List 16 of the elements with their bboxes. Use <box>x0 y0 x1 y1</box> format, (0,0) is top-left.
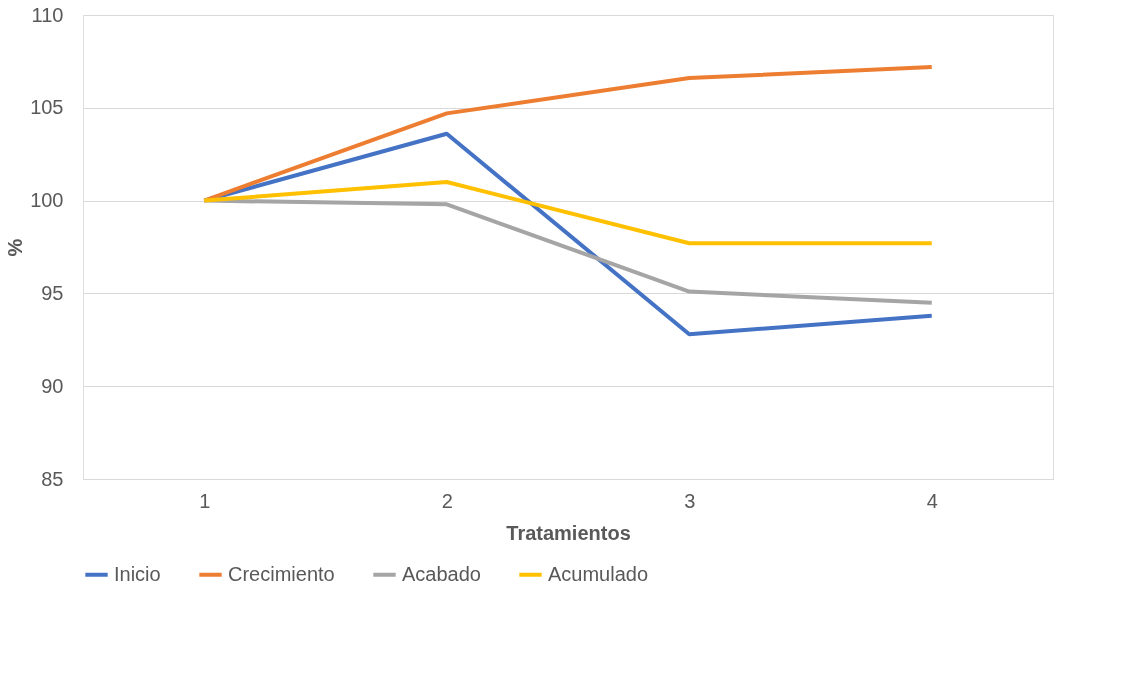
x-axis-title: Tratamientos <box>506 521 631 544</box>
legend-label: Acumulado <box>548 562 649 585</box>
legend-label: Acabado <box>402 562 481 585</box>
y-tick-label: 85 <box>41 467 64 490</box>
y-tick-label: 95 <box>41 281 64 304</box>
y-axis-title: % <box>4 238 27 257</box>
y-tick-label: 90 <box>41 374 64 397</box>
legend-label: Crecimiento <box>228 562 335 585</box>
legend-label: Inicio <box>114 562 161 585</box>
x-tick-label: 1 <box>199 489 211 512</box>
y-tick-label: 110 <box>31 3 64 26</box>
y-tick-label: 105 <box>30 96 64 119</box>
x-tick-label: 2 <box>441 489 453 512</box>
y-tick-label: 100 <box>30 189 64 212</box>
x-tick-label: 3 <box>684 489 696 512</box>
x-tick-label: 4 <box>926 489 938 512</box>
